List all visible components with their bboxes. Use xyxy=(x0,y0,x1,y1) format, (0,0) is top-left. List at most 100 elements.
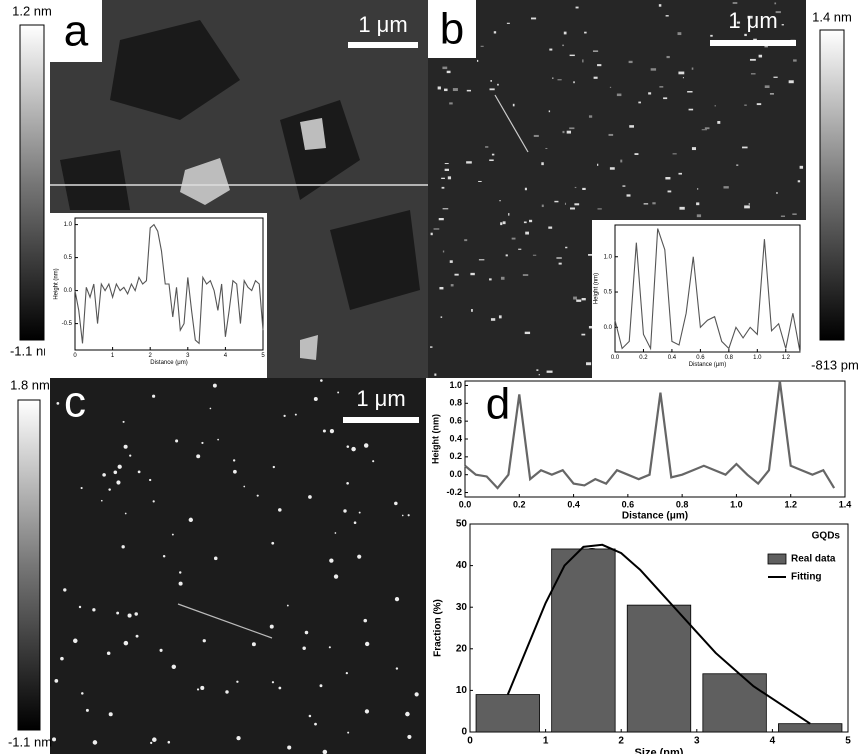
particle xyxy=(56,402,59,405)
particle xyxy=(150,742,152,744)
particle xyxy=(81,692,84,695)
particle xyxy=(395,597,399,601)
particle xyxy=(102,473,106,477)
particle xyxy=(744,205,750,208)
particle xyxy=(430,346,432,347)
particle xyxy=(531,18,536,20)
particle xyxy=(93,740,98,745)
y-tick-label: 0.0 xyxy=(449,469,462,479)
particle xyxy=(503,221,506,224)
particle xyxy=(557,79,561,80)
particle xyxy=(179,571,181,573)
particle xyxy=(337,391,339,393)
particle xyxy=(523,274,528,276)
particle xyxy=(330,429,334,433)
particle xyxy=(236,736,240,740)
y-tick-label: 0 xyxy=(461,727,467,738)
particle xyxy=(490,80,492,82)
particle xyxy=(582,59,583,62)
particle xyxy=(443,251,444,253)
particle xyxy=(271,542,274,545)
data-line xyxy=(465,381,834,488)
x-axis-title: Distance (μm) xyxy=(622,511,688,522)
particle xyxy=(594,77,598,79)
particle xyxy=(597,164,598,166)
particle xyxy=(213,384,217,388)
particle xyxy=(478,181,482,182)
particle xyxy=(562,45,564,46)
particle xyxy=(556,257,561,258)
particle xyxy=(175,439,178,442)
bar xyxy=(476,695,540,732)
y-tick-label: 0.0 xyxy=(64,288,73,294)
particle xyxy=(444,89,448,91)
particle xyxy=(365,642,369,646)
particle xyxy=(200,686,204,690)
particle xyxy=(644,203,649,204)
particle xyxy=(678,32,682,35)
y-tick-label: 50 xyxy=(456,519,468,530)
particle xyxy=(770,93,774,94)
particle xyxy=(407,735,411,739)
particle xyxy=(445,169,449,171)
figure: a 1 μm 1.2 nm -1.1 nm b 1 μm 1.4 nm -813… xyxy=(0,0,861,754)
particle xyxy=(163,555,165,557)
particle xyxy=(774,2,776,4)
particle xyxy=(548,226,552,228)
particle xyxy=(749,203,750,205)
particle xyxy=(81,487,83,489)
particle xyxy=(552,78,553,79)
particle xyxy=(305,631,309,635)
particle xyxy=(365,709,369,713)
x-tick-label: 5 xyxy=(845,736,851,747)
particle xyxy=(449,102,453,104)
particle xyxy=(773,77,777,78)
particle xyxy=(789,80,794,83)
particle xyxy=(581,334,585,336)
legend-swatch xyxy=(768,554,786,564)
particle xyxy=(705,127,710,129)
x-axis-title: Size (nm) xyxy=(635,747,684,754)
particle xyxy=(225,690,228,693)
y-axis-title: Height (nm) xyxy=(53,268,59,299)
particle xyxy=(450,260,453,263)
x-tick-label: 0 xyxy=(467,736,473,747)
scale-bar xyxy=(348,42,418,48)
particle xyxy=(442,67,447,70)
particle xyxy=(570,55,575,56)
particle xyxy=(160,649,163,652)
y-tick-label: -0.2 xyxy=(446,487,462,497)
particle xyxy=(445,163,449,164)
particle xyxy=(610,87,611,88)
particle xyxy=(335,532,337,534)
particle xyxy=(798,180,800,182)
particle xyxy=(554,201,558,202)
particle xyxy=(622,185,625,186)
particle xyxy=(287,605,289,607)
particle xyxy=(697,188,698,189)
particle xyxy=(52,737,56,741)
particle xyxy=(415,692,419,696)
particle xyxy=(334,574,338,578)
particle xyxy=(792,213,796,215)
particle xyxy=(586,362,591,365)
particle xyxy=(329,646,331,648)
particle xyxy=(565,247,567,248)
particle xyxy=(320,684,323,687)
particle xyxy=(529,220,532,222)
x-tick-label: 3 xyxy=(694,736,700,747)
particle xyxy=(443,208,449,209)
particle xyxy=(549,49,552,51)
particle xyxy=(536,369,538,371)
particle xyxy=(744,34,747,36)
particle xyxy=(648,92,651,94)
x-tick-label: 2 xyxy=(618,736,624,747)
y-tick-label: 0.5 xyxy=(604,290,613,296)
particle xyxy=(479,259,484,260)
particle xyxy=(63,588,66,591)
particle xyxy=(172,534,174,536)
particle xyxy=(320,379,323,382)
particle xyxy=(283,415,285,417)
particle xyxy=(629,125,634,128)
particle xyxy=(490,88,495,90)
